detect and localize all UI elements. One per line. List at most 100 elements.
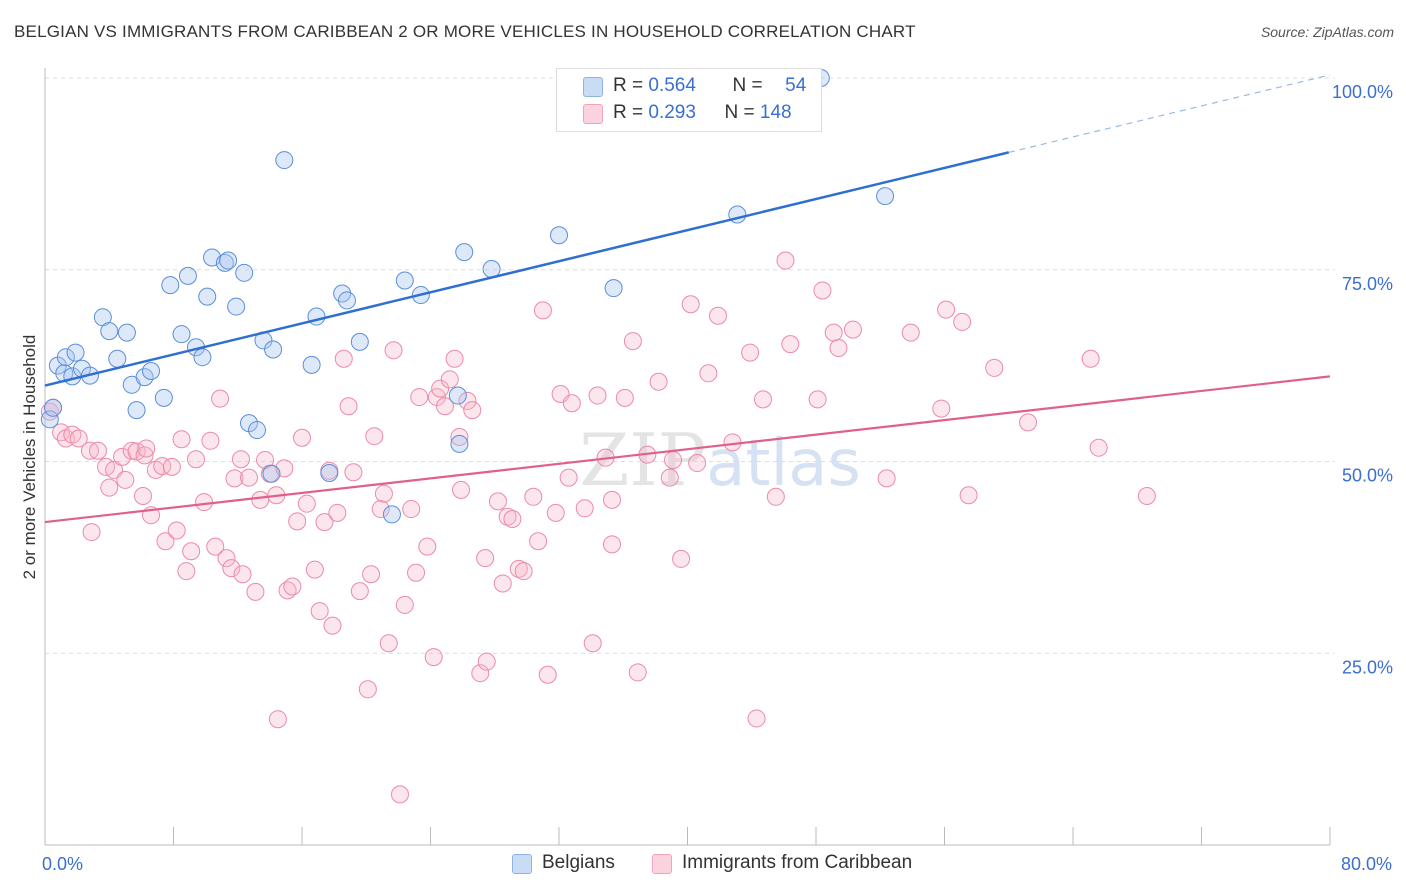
caribbean-point (672, 549, 691, 568)
caribbean-point (116, 470, 135, 489)
caribbean-point (288, 512, 307, 531)
belgian-point (350, 332, 369, 351)
caribbean-point (932, 399, 951, 418)
caribbean-point (52, 423, 71, 442)
caribbean-point (328, 503, 347, 522)
caribbean-point (747, 709, 766, 728)
caribbean-point (246, 582, 265, 601)
y-tick-label: 100.0% (1332, 82, 1393, 102)
caribbean-point (843, 320, 862, 339)
caribbean-point (664, 450, 683, 469)
caribbean-point (529, 532, 548, 551)
caribbean-point (435, 397, 454, 416)
stats-legend: R = 0.564 N = 54 R = 0.293 N = 148 (556, 68, 822, 132)
caribbean-point (709, 306, 728, 325)
belgian-point (127, 401, 146, 420)
caribbean-point (753, 390, 772, 409)
caribbean-point (217, 549, 236, 568)
caribbean-point (583, 634, 602, 653)
legend-r-value: 0.564 (648, 75, 696, 96)
belgian-point (172, 325, 191, 344)
caribbean-point (937, 300, 956, 319)
caribbean-point (177, 562, 196, 581)
belgian-point (161, 276, 180, 295)
caribbean-point (538, 665, 557, 684)
caribbean-point (310, 602, 329, 621)
caribbean-point (452, 480, 471, 499)
caribbean-point (477, 652, 496, 671)
legend-r-label: R = (613, 102, 644, 123)
belgian-point (215, 253, 234, 272)
caribbean-point (660, 468, 679, 487)
y-tick-label: 25.0% (1342, 657, 1393, 677)
caribbean-point (985, 358, 1004, 377)
caribbean-point (688, 454, 707, 473)
caribbean-point (901, 323, 920, 342)
belgian-point (382, 505, 401, 524)
caribbean-point (206, 537, 225, 556)
caribbean-point (358, 680, 377, 699)
caribbean-points (40, 251, 1156, 804)
belgian-point (108, 349, 127, 368)
belgian-point (302, 355, 321, 374)
belgian-point (455, 243, 474, 262)
caribbean-point (562, 394, 581, 413)
caribbean-point (69, 429, 88, 448)
caribbean-point (182, 542, 201, 561)
caribbean-point (623, 332, 642, 351)
belgian-trend-extension (1008, 74, 1331, 153)
caribbean-point (268, 710, 287, 729)
caribbean-point (195, 493, 214, 512)
caribbean-point (699, 364, 718, 383)
caribbean-point (488, 492, 507, 511)
belgian-point (337, 291, 356, 310)
caribbean-point (808, 390, 827, 409)
caribbean-point (395, 595, 414, 614)
belgian-point (44, 398, 63, 417)
caribbean-point (546, 503, 565, 522)
caribbean-point (471, 664, 490, 683)
caribbean-trend-line (44, 375, 1331, 524)
caribbean-point (533, 301, 552, 320)
caribbean-point (105, 460, 124, 479)
legend-label-belgians: Belgians (542, 852, 615, 873)
y-tick-label: 75.0% (1342, 274, 1393, 294)
caribbean-point (953, 312, 972, 331)
belgian-point (604, 279, 623, 298)
y-tick-label: 50.0% (1342, 466, 1393, 486)
legend-label-caribbean: Immigrants from Caribbean (682, 852, 913, 873)
caribbean-point (167, 521, 186, 540)
caribbean-point (334, 349, 353, 368)
caribbean-point (339, 397, 358, 416)
caribbean-point (445, 349, 464, 368)
x-tick-label: 0.0% (42, 854, 83, 874)
caribbean-point (293, 428, 311, 447)
belgian-point (320, 464, 339, 483)
caribbean-point (458, 391, 477, 410)
belgian-point (178, 266, 197, 285)
caribbean-point (615, 388, 634, 407)
caribbean-point (766, 487, 785, 506)
belgian-point (100, 322, 119, 341)
legend-n-value: 54 (785, 75, 807, 96)
gridlines (45, 77, 1335, 654)
caribbean-point (251, 490, 270, 509)
caribbean-point (741, 343, 760, 362)
trend-lines (44, 74, 1331, 524)
caribbean-point (344, 463, 363, 482)
caribbean-point (297, 494, 316, 513)
belgian-point (117, 323, 136, 342)
caribbean-point (1089, 438, 1108, 457)
caribbean-point (225, 469, 244, 488)
caribbean-point (418, 537, 437, 556)
caribbean-point (410, 388, 429, 407)
legend-r-value: 0.293 (648, 102, 696, 123)
caribbean-point (135, 446, 154, 465)
belgian-point (219, 251, 238, 270)
caribbean-point (137, 439, 156, 458)
caribbean-point (82, 523, 101, 542)
belgian-point (248, 421, 267, 440)
caribbean-point (559, 468, 578, 487)
watermark: ZIPatlas (579, 418, 861, 502)
caribbean-point (498, 507, 517, 526)
